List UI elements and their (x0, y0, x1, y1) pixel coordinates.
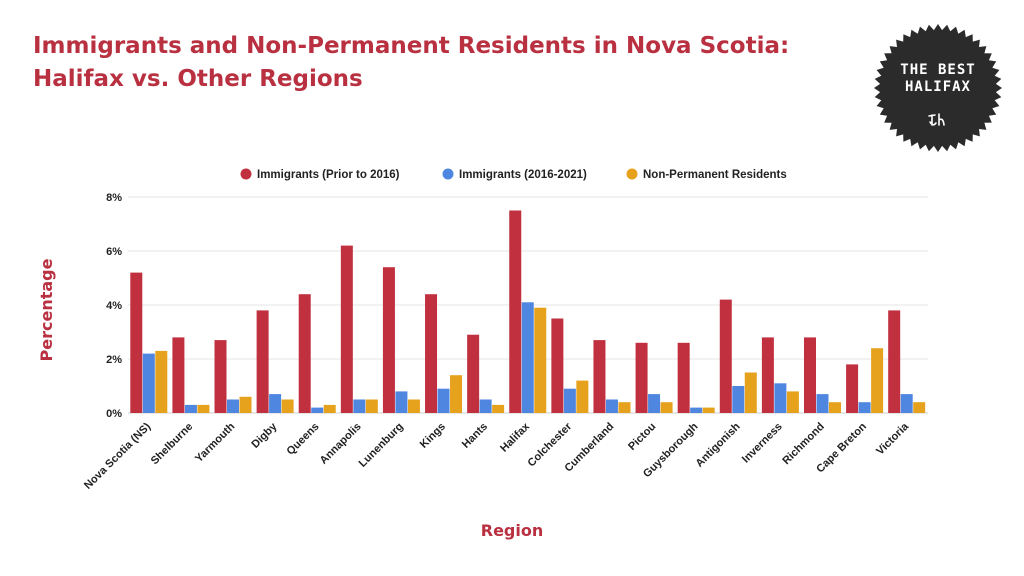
bar (323, 404, 336, 413)
x-tick-label: Hants (460, 421, 490, 451)
x-tick-label: Queens (285, 421, 322, 458)
x-tick-label: Digby (249, 420, 280, 451)
bar (648, 394, 661, 413)
legend-marker (626, 168, 638, 180)
bar (450, 375, 463, 413)
bar (576, 380, 589, 413)
y-tick-label: 8% (106, 192, 122, 204)
bar (256, 310, 269, 413)
bar (761, 337, 774, 413)
bar (155, 350, 168, 413)
x-tick-label: Antigonish (694, 420, 743, 469)
bar (605, 399, 618, 413)
y-tick-label: 4% (106, 300, 122, 312)
signature-mark-icon (928, 113, 945, 126)
legend-marker (442, 168, 454, 180)
x-tick-label: Shelburne (149, 421, 196, 468)
bars (130, 210, 926, 413)
bar (214, 340, 227, 413)
bar (871, 348, 884, 413)
title-line-2: Halifax vs. Other Regions (33, 66, 363, 92)
x-tick-label: Kings (418, 421, 448, 451)
bar (635, 342, 648, 413)
bar (690, 407, 703, 413)
bar (467, 334, 480, 413)
x-tick-label: Nova Scotia (NS) (82, 420, 153, 491)
bar (816, 394, 829, 413)
bar (913, 402, 926, 413)
legend: Immigrants (Prior to 2016) Immigrants (20… (240, 168, 787, 181)
bar (618, 402, 631, 413)
bar (382, 267, 395, 413)
bar (425, 294, 438, 413)
bar (593, 340, 606, 413)
bar (803, 337, 816, 413)
badge-starburst-icon (874, 24, 1002, 152)
logo-text: THE BEST HALIFAX (872, 62, 1004, 96)
bar (172, 337, 185, 413)
y-axis-ticks: 0% 2% 4% 6% 8% (106, 192, 122, 420)
x-axis-title: Region (481, 521, 544, 540)
y-tick-label: 0% (106, 408, 122, 420)
x-tick-label: Halifax (498, 420, 533, 455)
bar (563, 388, 576, 413)
legend-marker (240, 168, 252, 180)
bar (846, 364, 859, 413)
bar (786, 391, 799, 413)
bar (828, 402, 841, 413)
bar (184, 404, 197, 413)
legend-label: Non-Permanent Residents (643, 169, 787, 181)
bar (298, 294, 311, 413)
x-tick-label: Inverness (740, 421, 785, 466)
bar (509, 210, 522, 413)
x-tick-label: Pictou (626, 421, 658, 453)
bar (437, 388, 450, 413)
bar (479, 399, 492, 413)
bar (269, 394, 282, 413)
y-tick-label: 2% (106, 354, 122, 366)
bar (340, 245, 353, 413)
bar (281, 399, 294, 413)
title-line-1: Immigrants and Non-Permanent Residents i… (33, 33, 790, 59)
x-tick-label: Victoria (874, 420, 911, 457)
bar (407, 399, 420, 413)
bar (311, 407, 324, 413)
bar (534, 307, 547, 413)
bar (365, 399, 378, 413)
bar (677, 342, 690, 413)
bar (353, 399, 366, 413)
bar (888, 310, 901, 413)
x-tick-label: Yarmouth (193, 420, 238, 465)
legend-label: Immigrants (Prior to 2016) (257, 169, 400, 181)
bar (551, 318, 564, 413)
logo-line-2: HALIFAX (904, 79, 971, 95)
legend-label: Immigrants (2016-2021) (459, 169, 587, 181)
y-tick-label: 6% (106, 246, 122, 258)
bar (744, 372, 757, 413)
bar (858, 402, 871, 413)
bar (774, 383, 787, 413)
logo-badge: THE BEST HALIFAX (872, 22, 1004, 154)
bar (660, 402, 673, 413)
bar (719, 299, 732, 413)
x-tick-label: Lunenburg (357, 421, 406, 470)
bar (197, 404, 210, 413)
bar (395, 391, 408, 413)
bar (227, 399, 240, 413)
bar (702, 407, 715, 413)
bar (732, 386, 745, 413)
y-axis-title: Percentage (37, 258, 56, 361)
bar (492, 404, 505, 413)
bar (239, 396, 252, 413)
bar (130, 272, 143, 413)
logo-line-1: THE BEST (900, 62, 976, 78)
bar (142, 353, 155, 413)
bar (900, 394, 913, 413)
chart-title: Immigrants and Non-Permanent Residents i… (33, 30, 793, 96)
bar (521, 302, 534, 413)
bar-chart: Immigrants (Prior to 2016) Immigrants (20… (37, 168, 928, 540)
